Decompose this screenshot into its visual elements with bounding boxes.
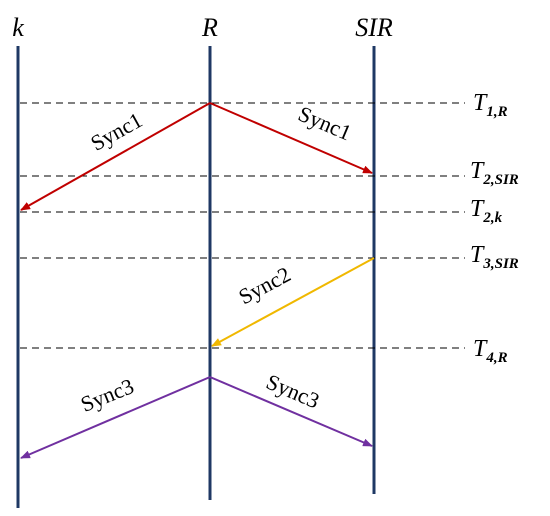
message-arrow <box>211 257 375 347</box>
time-label: T2,SIR <box>470 158 519 188</box>
node-label: k <box>12 13 24 42</box>
message-arrow <box>209 376 373 447</box>
time-label: T3,SIR <box>470 242 519 272</box>
message-label: Sync3 <box>77 373 137 417</box>
message-label: Sync2 <box>234 261 294 309</box>
time-label: T2,k <box>470 196 503 226</box>
time-label: T1,R <box>473 90 508 120</box>
node-label: SIR <box>355 13 393 42</box>
message-arrow <box>20 376 211 459</box>
message-label: Sync3 <box>263 369 323 414</box>
message-label: Sync1 <box>295 101 355 146</box>
message-arrow <box>209 102 373 174</box>
message-arrow <box>20 102 211 211</box>
node-label: R <box>201 13 218 42</box>
time-label: T4,R <box>473 336 508 366</box>
message-label: Sync1 <box>86 107 146 156</box>
